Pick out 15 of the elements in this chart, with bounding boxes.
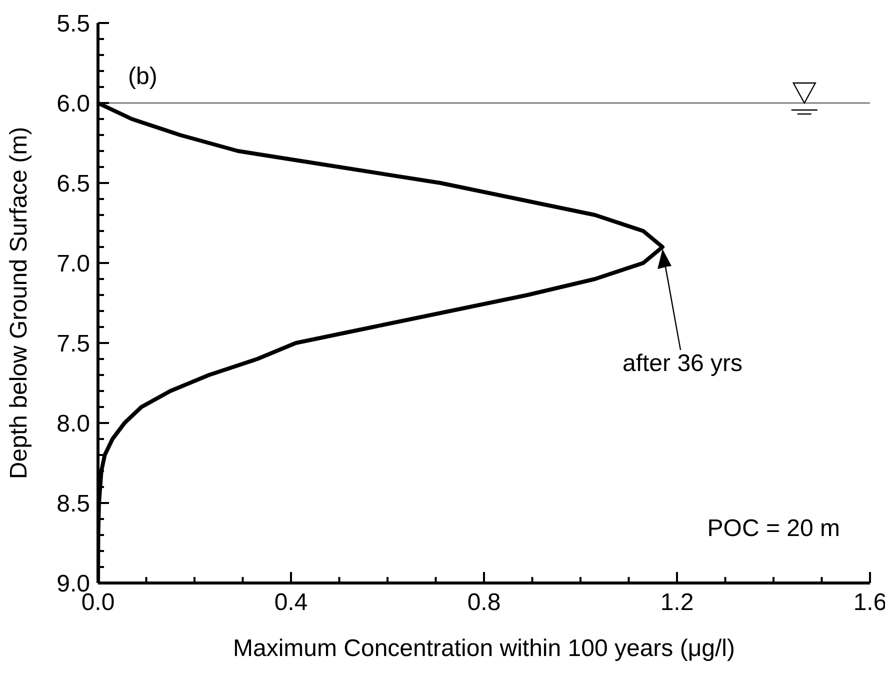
y-tick-label: 6.5 bbox=[56, 170, 90, 198]
annotation: after 36 yrs bbox=[622, 350, 743, 377]
y-tick-label: 7.5 bbox=[56, 330, 90, 358]
annotation: (b) bbox=[128, 63, 158, 91]
y-axis-title: Depth below Ground Surface (m) bbox=[6, 126, 33, 480]
x-axis-title: Maximum Concentration within 100 years (μg/l) bbox=[232, 635, 736, 662]
x-tick-label: 0.4 bbox=[274, 589, 308, 616]
x-tick-label: 1.2 bbox=[660, 589, 694, 616]
x-tick-label: 0.8 bbox=[467, 589, 501, 616]
y-tick-label: 7.0 bbox=[56, 250, 90, 278]
y-tick-label: 8.5 bbox=[56, 490, 90, 518]
y-tick-label: 5.5 bbox=[56, 10, 90, 38]
y-tick-label: 8.0 bbox=[56, 410, 90, 438]
y-tick-label: 6.0 bbox=[56, 90, 90, 118]
annotation: POC = 20 m bbox=[707, 515, 840, 543]
